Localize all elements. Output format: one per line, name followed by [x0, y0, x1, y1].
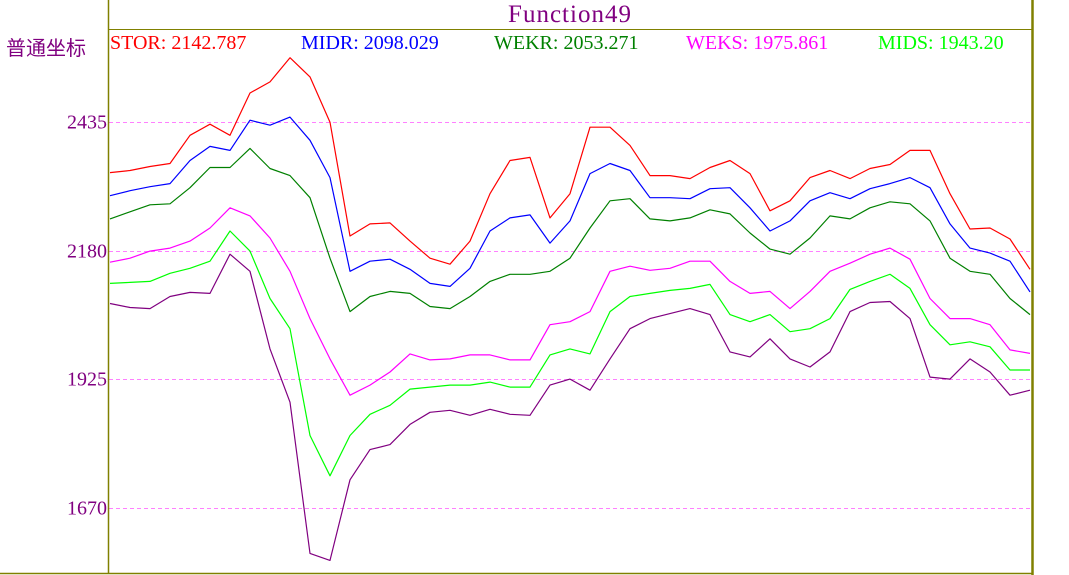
series-line-midr — [109, 116, 1031, 293]
legend-item: STOR: 2142.787 — [110, 32, 246, 55]
legend-series-name: MIDR — [301, 32, 354, 54]
legend-item: WEKS: 1975.861 — [686, 32, 828, 55]
chart-title: Function49 — [508, 1, 632, 28]
legend-series-value: 2098.029 — [363, 32, 439, 54]
y-tick-label: 2435 — [67, 111, 107, 133]
series-line-weks — [109, 207, 1031, 396]
series-line-mids — [109, 230, 1030, 477]
legend-separator: : — [353, 32, 364, 54]
legend-series-name: STOR — [110, 32, 161, 54]
legend-series-name: MIDS — [878, 32, 929, 54]
series-line-stor — [109, 57, 1031, 270]
legend-separator: : — [552, 32, 564, 54]
legend-series-name: WEKS — [686, 32, 743, 54]
y-tick-label: 1925 — [67, 368, 107, 390]
legend-separator: : — [160, 32, 172, 54]
y-tick-label: 2180 — [67, 240, 107, 262]
y-tick-label: 1670 — [67, 497, 107, 519]
legend: STOR: 2142.787 MIDR: 2098.029 WEKR: 2053.2… — [108, 0, 1032, 60]
legend-item: MIDS: 1943.20 — [878, 32, 1004, 55]
series-line-wekr — [109, 147, 1031, 316]
legend-series-value: 2053.271 — [563, 32, 639, 54]
legend-series-value: 1943.20 — [938, 32, 1004, 54]
legend-separator: : — [742, 32, 754, 54]
legend-series-value: 1975.861 — [753, 32, 829, 54]
coordinate-mode-label[interactable]: 普通坐标 — [6, 38, 86, 60]
legend-series-name: WEKR — [494, 32, 553, 54]
legend-item: WEKR: 2053.271 — [494, 32, 638, 55]
legend-series-value: 2142.787 — [171, 32, 247, 54]
series-line-5 — [109, 253, 1031, 562]
legend-separator: : — [928, 32, 939, 54]
legend-item: MIDR: 2098.029 — [301, 32, 439, 55]
